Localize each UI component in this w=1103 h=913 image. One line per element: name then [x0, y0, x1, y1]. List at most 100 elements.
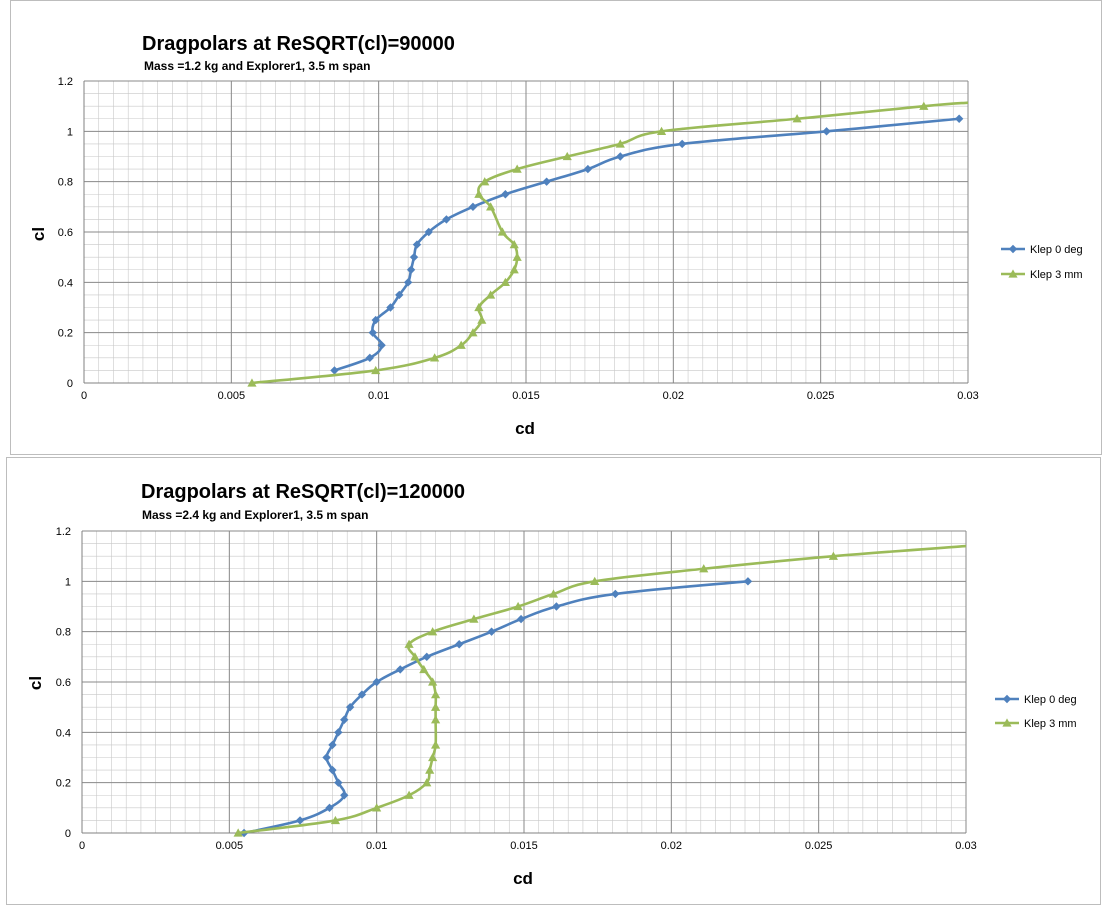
data-point-triangle: [372, 803, 382, 812]
data-point-diamond: [424, 227, 433, 237]
data-point-triangle: [699, 564, 709, 573]
x-tick-label: 0.02: [661, 840, 682, 852]
chart-1-x-axis-label: cd: [515, 419, 535, 438]
data-point-triangle: [428, 627, 438, 636]
series-line: [251, 101, 969, 385]
data-point-triangle: [330, 815, 341, 825]
series-0: [239, 577, 753, 838]
data-point-diamond: [677, 139, 687, 149]
data-point-triangle: [919, 101, 929, 110]
data-point-triangle: [425, 765, 435, 774]
data-point-diamond: [340, 715, 349, 724]
data-point-diamond: [334, 728, 343, 737]
y-tick-label: 0.2: [56, 778, 71, 790]
data-point-triangle: [497, 227, 508, 236]
data-point-diamond: [365, 353, 375, 363]
legend-marker-diamond: [1008, 244, 1018, 254]
data-point-diamond: [406, 265, 416, 274]
data-point-triangle: [548, 589, 559, 598]
data-point-triangle: [562, 151, 572, 161]
chart-2-y-axis-label: cl: [26, 676, 45, 690]
data-point-triangle: [512, 252, 522, 261]
x-tick-label: 0: [81, 390, 87, 402]
data-point-diamond: [372, 677, 381, 687]
y-tick-label: 1: [65, 576, 71, 588]
legend-1-label-klep-0-deg: Klep 0 deg: [1030, 244, 1083, 256]
legend-marker-diamond: [1002, 694, 1012, 704]
legend-1-label-klep-3-mm: Klep 3 mm: [1030, 269, 1083, 281]
x-tick-label: 0.005: [218, 390, 246, 402]
series-1: [247, 101, 969, 387]
data-point-diamond: [403, 278, 413, 287]
data-point-diamond: [340, 791, 349, 800]
data-point-diamond: [552, 602, 561, 611]
data-point-triangle: [233, 828, 243, 837]
data-point-diamond: [954, 114, 964, 123]
y-tick-label: 0.4: [58, 277, 73, 289]
data-point-triangle: [428, 677, 438, 686]
data-point-diamond: [368, 328, 377, 337]
data-point-triangle: [431, 702, 441, 711]
chart-2-x-axis-label: cd: [513, 869, 533, 888]
chart-panel-2: Dragpolars at ReSQRT(cl)=120000 Mass =2.…: [6, 457, 1101, 905]
y-tick-label: 1: [67, 126, 73, 138]
data-point-diamond: [322, 753, 331, 762]
x-tick-label: 0.025: [805, 840, 833, 852]
x-tick-label: 0.015: [512, 390, 540, 402]
chart-1-legend: Klep 0 deg Klep 3 mm: [1001, 244, 1083, 281]
series-1: [233, 544, 967, 837]
x-tick-label: 0.01: [366, 840, 387, 852]
chart-1-plot-area: 0 0.005 0.01 0.015 0.02 0.025 0.03 0 0.2 0.4 0.6 0.…: [58, 76, 979, 402]
data-point-diamond: [386, 303, 395, 312]
data-point-diamond: [542, 177, 551, 186]
chart-1-subtitle: Mass =1.2 kg and Explorer1, 3.5 m span: [144, 59, 370, 73]
chart-1-y-axis-label: cl: [29, 227, 48, 241]
x-tick-label: 0.03: [957, 390, 978, 402]
data-point-diamond: [616, 152, 625, 161]
data-point-triangle: [422, 778, 432, 787]
data-point-triangle: [430, 353, 440, 362]
data-point-triangle: [513, 601, 523, 611]
data-point-triangle: [828, 551, 838, 560]
data-point-diamond: [468, 202, 478, 212]
data-point-triangle: [431, 689, 441, 699]
data-point-triangle: [404, 790, 414, 799]
data-point-diamond: [409, 252, 419, 262]
data-point-triangle: [512, 164, 522, 173]
chart-2-svg: Dragpolars at ReSQRT(cl)=120000 Mass =2.…: [26, 481, 1077, 888]
chart-1-title: Dragpolars at ReSQRT(cl)=90000: [142, 33, 455, 55]
data-point-diamond: [412, 240, 422, 249]
chart-panel-1: Dragpolars at ReSQRT(cl)=90000 Mass =1.2…: [10, 0, 1102, 455]
data-point-triangle: [404, 639, 414, 648]
x-tick-label: 0.01: [368, 390, 389, 402]
y-tick-label: 1.2: [58, 76, 73, 88]
x-tick-label: 0.02: [663, 390, 684, 402]
data-point-diamond: [454, 640, 464, 649]
y-tick-label: 0.6: [56, 677, 71, 689]
data-point-triangle: [419, 664, 429, 674]
chart-2-plot-area: 0 0.005 0.01 0.015 0.02 0.025 0.03 0 0.2 0.4 0.6 0.…: [56, 526, 977, 852]
y-tick-label: 0: [65, 828, 71, 840]
data-point-diamond: [583, 164, 593, 174]
data-point-triangle: [486, 202, 496, 211]
legend-2-label-klep-0-deg: Klep 0 deg: [1024, 694, 1077, 706]
data-point-triangle: [500, 277, 510, 287]
legend-marker-triangle: [1002, 718, 1012, 727]
data-point-diamond: [442, 215, 451, 224]
data-point-triangle: [590, 576, 600, 586]
chart-2-title: Dragpolars at ReSQRT(cl)=120000: [141, 481, 465, 503]
y-tick-label: 1.2: [56, 526, 71, 538]
chart-2-legend: Klep 0 deg Klep 3 mm: [995, 694, 1077, 730]
series-0: [330, 114, 964, 375]
x-tick-label: 0.015: [510, 840, 538, 852]
data-point-triangle: [486, 290, 496, 299]
data-point-triangle: [656, 126, 667, 136]
legend-2-label-klep-3-mm: Klep 3 mm: [1024, 718, 1077, 730]
y-tick-label: 0.4: [56, 727, 71, 739]
y-tick-label: 0.2: [58, 328, 73, 340]
y-tick-label: 0.6: [58, 227, 73, 239]
x-tick-label: 0: [79, 840, 85, 852]
y-tick-label: 0.8: [58, 177, 73, 189]
x-tick-label: 0.025: [807, 390, 835, 402]
data-point-triangle: [371, 365, 381, 375]
